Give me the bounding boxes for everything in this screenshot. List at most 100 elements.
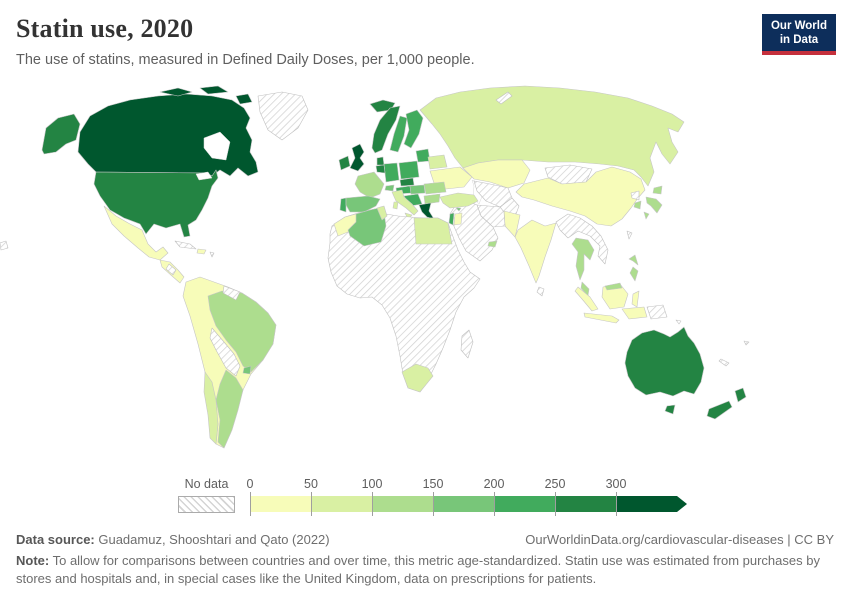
chart-subtitle: The use of statins, measured in Defined … [16,52,475,68]
legend-bin-250-300[interactable] [555,496,616,512]
data-source-label: Data source: [16,532,95,547]
owid-logo[interactable]: Our World in Data [762,14,836,55]
region-canada[interactable] [199,85,229,95]
region-baltics[interactable] [415,148,431,163]
region-czechia[interactable] [399,177,415,187]
region-sardinia[interactable] [392,201,399,210]
region-new-zealand-north[interactable] [734,387,747,403]
legend-bin-50-100[interactable] [311,496,372,512]
chart-footer: Data source: Guadamuz, Shooshtari and Qa… [16,531,834,588]
legend-bin-200-250[interactable] [494,496,555,512]
region-indonesian-papua[interactable] [621,306,648,320]
region-romania[interactable] [423,181,447,195]
region-philippines[interactable] [628,254,639,266]
region-germany[interactable] [383,162,400,183]
region-novaya-zemlya[interactable] [495,91,513,105]
region-japan-hokkaido[interactable] [652,185,663,195]
region-java[interactable] [583,312,620,324]
tick-label-250: 250 [544,477,566,491]
region-pacific-islands[interactable] [675,319,682,325]
region-cyprus[interactable] [455,207,462,212]
region-denmark[interactable] [376,156,385,166]
region-united-states[interactable] [93,169,219,238]
region-africa-other[interactable] [327,207,481,393]
region-indochina[interactable] [555,213,609,265]
region-bolivia-paraguay[interactable] [209,327,241,377]
region-hungary[interactable] [409,184,426,195]
region-ireland[interactable] [338,155,351,171]
legend-bin-100-150[interactable] [372,496,433,512]
owid-link[interactable]: OurWorldinData.org/cardiovascular-diseas… [525,532,834,547]
logo-line2: in Data [779,34,819,46]
region-belarus[interactable] [427,154,448,170]
region-brazil[interactable] [207,290,277,373]
legend-no-data[interactable]: No data [178,477,235,513]
region-japan-kyushu[interactable] [643,211,650,220]
region-australia[interactable] [624,326,705,397]
region-philippines[interactable] [629,266,639,282]
region-chile[interactable] [203,371,219,445]
region-sumatra[interactable] [574,286,599,312]
region-greece[interactable] [418,202,435,220]
tick-label-150: 150 [422,477,444,491]
data-source-text: Guadamuz, Shooshtari and Qato (2022) [94,532,330,547]
region-spain[interactable] [345,195,381,213]
region-japan-honshu[interactable] [645,196,663,214]
region-papua-new-guinea[interactable] [646,304,668,320]
region-norway[interactable] [371,105,401,154]
region-north-korea[interactable] [630,190,640,201]
region-canada[interactable] [235,93,253,105]
region-guyanas[interactable] [222,285,241,301]
region-india[interactable] [514,219,557,284]
region-thailand[interactable] [571,237,595,281]
region-argentina[interactable] [215,369,244,449]
region-mexico[interactable] [103,205,169,261]
region-jordan[interactable] [453,212,463,226]
legend-bin-300-plus[interactable] [616,496,687,512]
region-tunisia[interactable] [376,205,388,221]
legend-tick [555,492,556,516]
region-greenland[interactable] [257,91,309,141]
region-new-zealand-south[interactable] [706,400,733,420]
region-benelux[interactable] [375,164,386,174]
region-south-korea[interactable] [633,200,642,210]
region-madagascar[interactable] [460,329,474,359]
region-kazakhstan[interactable] [462,159,531,189]
region-israel[interactable] [448,212,455,226]
region-poland[interactable] [398,160,420,180]
region-uruguay[interactable] [242,365,252,375]
region-alaska[interactable] [41,113,81,155]
region-hispaniola[interactable] [196,248,207,255]
region-south-africa[interactable] [401,363,434,393]
region-nicaragua[interactable] [165,263,177,276]
legend-bin-0-50[interactable] [250,496,311,512]
region-algeria[interactable] [347,207,387,247]
data-source-line: Data source: Guadamuz, Shooshtari and Qa… [16,531,330,549]
region-turkey[interactable] [439,192,479,209]
region-iceland[interactable] [369,99,396,113]
region-italy[interactable] [391,189,419,216]
region-borneo-malaysia[interactable] [604,282,623,291]
region-bulgaria[interactable] [423,193,441,205]
region-canada[interactable] [77,93,259,177]
legend-tick [494,492,495,516]
region-united-kingdom[interactable] [349,143,365,172]
legend-bin-150-200[interactable] [433,496,494,512]
region-finland[interactable] [403,109,424,149]
region-canada[interactable] [159,87,193,97]
no-data-swatch [178,496,235,513]
region-caribbean-islands[interactable] [209,251,215,258]
region-switzerland[interactable] [384,184,395,192]
region-taiwan[interactable] [626,230,633,240]
region-uae[interactable] [487,240,498,248]
region-cuba[interactable] [174,240,197,250]
region-egypt[interactable] [413,217,453,245]
region-tasmania[interactable] [664,404,676,415]
region-france[interactable] [354,171,385,199]
region-portugal[interactable] [339,197,347,213]
region-left-edge-island[interactable] [0,240,9,251]
region-sri-lanka[interactable] [536,286,545,297]
region-fiji[interactable] [743,340,750,346]
region-sulawesi[interactable] [631,290,640,308]
region-new-caledonia[interactable] [718,358,730,367]
